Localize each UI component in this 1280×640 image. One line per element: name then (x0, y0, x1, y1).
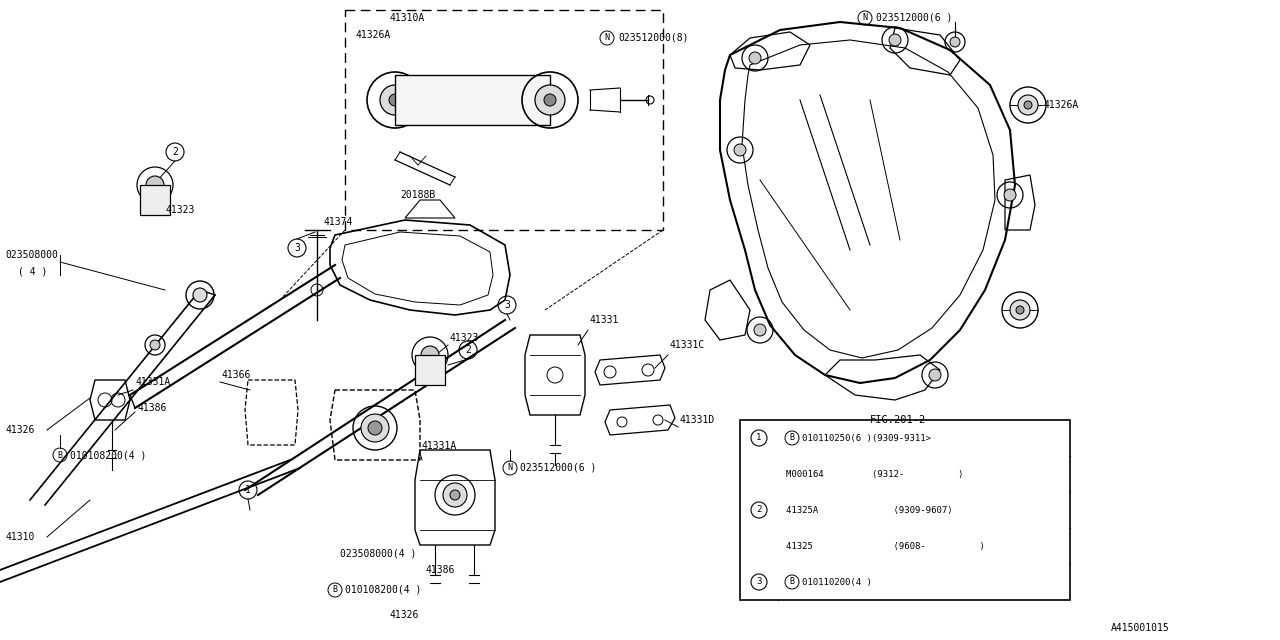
Text: 1: 1 (756, 433, 762, 442)
Circle shape (1024, 101, 1032, 109)
Circle shape (544, 94, 556, 106)
Text: 3: 3 (756, 577, 762, 586)
Text: 023512000(6 ): 023512000(6 ) (520, 463, 596, 473)
Text: 3: 3 (504, 300, 509, 310)
Text: 41331D: 41331D (680, 415, 716, 425)
Circle shape (146, 176, 164, 194)
Circle shape (1018, 95, 1038, 115)
Text: A415001015: A415001015 (1111, 623, 1170, 633)
Text: 010110200(4 ): 010110200(4 ) (803, 577, 872, 586)
Text: 41386: 41386 (425, 565, 454, 575)
Circle shape (754, 324, 765, 336)
Text: 41331C: 41331C (669, 340, 705, 350)
Text: B: B (790, 577, 795, 586)
Text: B: B (58, 451, 63, 460)
Text: M000164         ⟨9312-          ⟩: M000164 ⟨9312- ⟩ (786, 470, 964, 479)
Text: 2: 2 (756, 506, 762, 515)
Text: 41374: 41374 (323, 217, 352, 227)
Text: N: N (507, 463, 512, 472)
Text: 023512000(6 ): 023512000(6 ) (876, 13, 952, 23)
Text: B: B (333, 586, 338, 595)
Text: 010108200(4 ): 010108200(4 ) (346, 585, 421, 595)
Text: 41331: 41331 (590, 315, 620, 325)
Text: N: N (604, 33, 609, 42)
Text: 2: 2 (465, 345, 471, 355)
Bar (346, 10, 663, 230)
Circle shape (389, 94, 401, 106)
Circle shape (950, 37, 960, 47)
Text: 41323: 41323 (165, 205, 195, 215)
Circle shape (380, 85, 410, 115)
Circle shape (451, 490, 460, 500)
Text: 023508000(4 ): 023508000(4 ) (340, 548, 416, 558)
Circle shape (369, 421, 381, 435)
Polygon shape (415, 355, 445, 385)
Text: 41326A: 41326A (1043, 100, 1078, 110)
Circle shape (1010, 300, 1030, 320)
Text: 41326: 41326 (390, 610, 420, 620)
Text: 41323: 41323 (451, 333, 480, 343)
Text: 41325               ⟨9608-          ⟩: 41325 ⟨9608- ⟩ (786, 541, 984, 550)
Text: 20188B: 20188B (399, 190, 435, 200)
Text: 010108200(4 ): 010108200(4 ) (70, 450, 146, 460)
Bar (740, 420, 1070, 600)
Text: 010110250(6 )(9309-9311>: 010110250(6 )(9309-9311> (803, 433, 931, 442)
Circle shape (890, 34, 901, 46)
Circle shape (929, 369, 941, 381)
Circle shape (1016, 306, 1024, 314)
Text: 41310A: 41310A (390, 13, 425, 23)
Polygon shape (396, 75, 550, 125)
Text: 41310: 41310 (5, 532, 35, 542)
Text: 41326A: 41326A (355, 30, 390, 40)
Text: N: N (863, 13, 868, 22)
Circle shape (150, 340, 160, 350)
Circle shape (749, 52, 762, 64)
Circle shape (733, 144, 746, 156)
Text: 023508000: 023508000 (5, 250, 58, 260)
Circle shape (361, 414, 389, 442)
Text: 41386: 41386 (137, 403, 166, 413)
Polygon shape (140, 185, 170, 215)
Circle shape (535, 85, 564, 115)
Text: 3: 3 (294, 243, 300, 253)
Text: 41326: 41326 (5, 425, 35, 435)
Circle shape (193, 288, 207, 302)
Text: ( 4 ): ( 4 ) (18, 267, 47, 277)
Circle shape (421, 346, 439, 364)
Circle shape (443, 483, 467, 507)
Text: 41366: 41366 (221, 370, 251, 380)
Text: 023512000(8): 023512000(8) (618, 33, 689, 43)
Text: 41331A: 41331A (134, 377, 170, 387)
Text: B: B (790, 433, 795, 442)
Text: 2: 2 (172, 147, 178, 157)
Text: 41331A: 41331A (422, 441, 457, 451)
Circle shape (1004, 189, 1016, 201)
Text: 41325A              ⟨9309-9607⟩: 41325A ⟨9309-9607⟩ (786, 506, 952, 515)
Text: FIG.201-2: FIG.201-2 (870, 415, 927, 425)
Text: 1: 1 (244, 485, 251, 495)
